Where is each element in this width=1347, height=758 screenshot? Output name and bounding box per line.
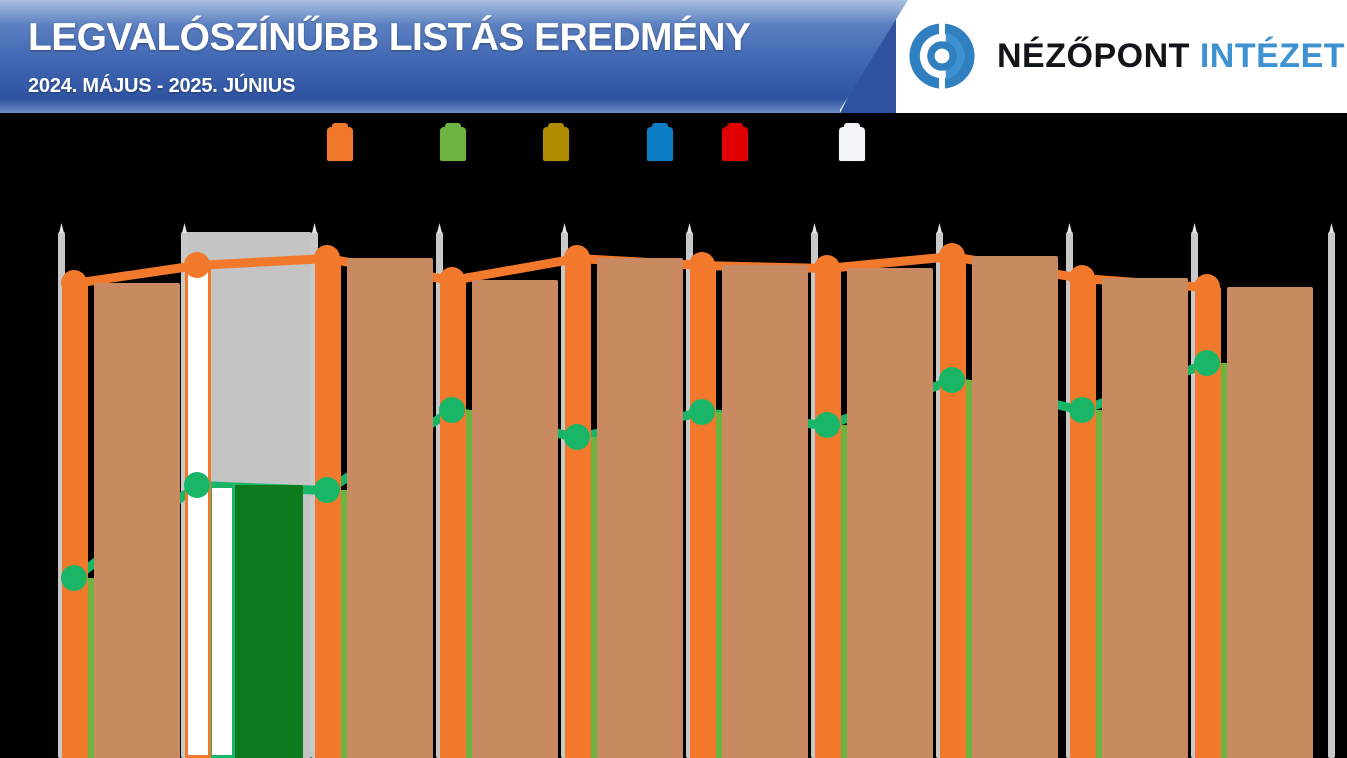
- tisza-point-4: [564, 424, 590, 450]
- bar-fidesz-6[interactable]: [815, 268, 841, 758]
- tisza-point-7: [939, 367, 965, 393]
- tisza-point-6: [814, 412, 840, 438]
- tisza-point-9: [1194, 350, 1220, 376]
- legend-item-mkkp[interactable]: [722, 127, 748, 164]
- tisza-point-3: [439, 397, 465, 423]
- bar-fidesz-body-0[interactable]: [94, 283, 180, 758]
- bar-fidesz-2[interactable]: [315, 258, 341, 758]
- page-header: LEGVALÓSZÍNŰBB LISTÁS EREDMÉNY 2024. MÁJ…: [0, 0, 1347, 113]
- brand-logo: NÉZŐPONT INTÉZET: [905, 16, 1345, 96]
- bar-fidesz-body-7[interactable]: [972, 256, 1058, 758]
- legend-item-dk-mszp-p[interactable]: [647, 127, 673, 164]
- tisza-point-8: [1069, 397, 1095, 423]
- fidesz-point-3: [439, 267, 465, 293]
- group-separator: [561, 232, 568, 758]
- bar-fidesz-body-3[interactable]: [472, 280, 558, 758]
- bar-tisza-1[interactable]: [209, 485, 235, 758]
- fidesz-point-0: [61, 270, 87, 296]
- bar-fidesz-body-1[interactable]: [217, 265, 303, 758]
- fidesz-point-6: [814, 255, 840, 281]
- bar-fidesz-8[interactable]: [1070, 278, 1096, 758]
- bar-fidesz-1[interactable]: [185, 265, 211, 758]
- fidesz-point-4: [564, 245, 590, 271]
- bar-fidesz-4[interactable]: [565, 258, 591, 758]
- group-separator: [686, 232, 693, 758]
- legend-item-egyeb[interactable]: [839, 127, 865, 164]
- chart-legend: [0, 113, 1347, 175]
- tisza-point-2: [314, 477, 340, 503]
- bar-fidesz-0[interactable]: [62, 283, 88, 758]
- tisza-point-0: [61, 565, 87, 591]
- legend-swatch-mi-hazank: [543, 127, 569, 161]
- fidesz-point-1: [184, 252, 210, 278]
- bar-fidesz-body-5[interactable]: [722, 265, 808, 758]
- bar-fidesz-body-6[interactable]: [847, 268, 933, 758]
- bar-fidesz-body-9[interactable]: [1227, 287, 1313, 758]
- fidesz-point-5: [689, 252, 715, 278]
- fidesz-point-8: [1069, 265, 1095, 291]
- legend-item-fidesz-kdnp[interactable]: [327, 127, 353, 164]
- legend-swatch-fidesz-kdnp: [327, 127, 353, 161]
- group-separator: [1191, 232, 1198, 758]
- group-separator: [1328, 232, 1335, 758]
- tisza-point-5: [689, 399, 715, 425]
- legend-swatch-tisza: [440, 127, 466, 161]
- page-title: LEGVALÓSZÍNŰBB LISTÁS EREDMÉNY: [28, 16, 751, 59]
- legend-swatch-egyeb: [839, 127, 865, 161]
- bar-fidesz-7[interactable]: [940, 256, 966, 758]
- logo-wordmark: NÉZŐPONT INTÉZET: [997, 37, 1345, 76]
- bar-fidesz-3[interactable]: [440, 280, 466, 758]
- chart-plot-area: [0, 175, 1347, 758]
- group-separator: [436, 232, 443, 758]
- tisza-point-1: [184, 472, 210, 498]
- bar-fidesz-body-4[interactable]: [597, 258, 683, 758]
- group-separator: [936, 232, 943, 758]
- group-separator: [1066, 232, 1073, 758]
- legend-swatch-mkkp: [722, 127, 748, 161]
- group-separator: [58, 232, 65, 758]
- target-eye-icon: [905, 19, 979, 93]
- fidesz-point-7: [939, 243, 965, 269]
- page-subtitle: 2024. MÁJUS - 2025. JÚNIUS: [28, 75, 296, 97]
- group-separator: [811, 232, 818, 758]
- bar-fidesz-5[interactable]: [690, 265, 716, 758]
- fidesz-point-9: [1194, 274, 1220, 300]
- legend-swatch-dk-mszp-p: [647, 127, 673, 161]
- legend-item-tisza[interactable]: [440, 127, 466, 164]
- legend-item-mi-hazank[interactable]: [543, 127, 569, 164]
- fidesz-point-2: [314, 245, 340, 271]
- logo-word-secondary: INTÉZET: [1199, 36, 1346, 75]
- bar-fidesz-body-2[interactable]: [347, 258, 433, 758]
- bar-fidesz-body-8[interactable]: [1102, 278, 1188, 758]
- logo-word-primary: NÉZŐPONT: [997, 36, 1190, 75]
